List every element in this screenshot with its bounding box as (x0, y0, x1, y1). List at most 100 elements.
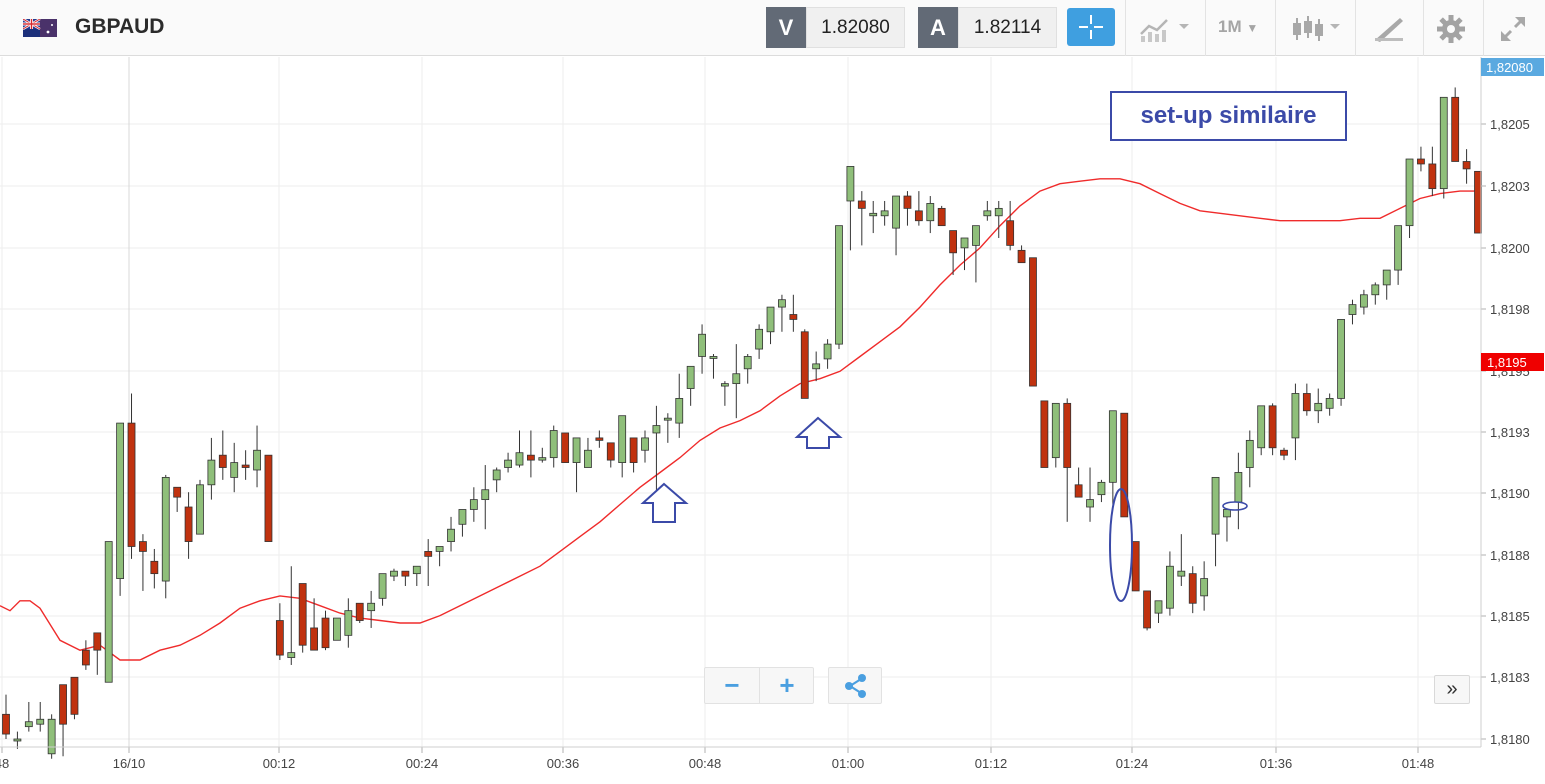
candle (1074, 467, 1083, 498)
candle-body (663, 417, 672, 421)
candle-body (390, 570, 398, 577)
candle-body (949, 230, 958, 254)
candle-body (504, 459, 512, 468)
candle-body (618, 415, 627, 463)
candle-body (1302, 393, 1311, 412)
candle-body (983, 210, 992, 217)
candle (1268, 403, 1277, 456)
zoom-out-button[interactable]: − (724, 670, 740, 700)
candle (298, 583, 307, 653)
zoom-divider (759, 668, 760, 703)
candle-body (1143, 590, 1151, 629)
candle (47, 714, 56, 759)
candle-body (139, 541, 147, 552)
candle-body (1348, 304, 1357, 315)
candle-body (515, 452, 524, 466)
candle (1462, 149, 1471, 184)
candle-body (937, 207, 946, 227)
time-tick-label: 01:48 (1402, 756, 1435, 771)
candle-body (275, 620, 284, 656)
candle-body (13, 738, 22, 742)
candle-body (1086, 499, 1094, 508)
candle-body (355, 602, 364, 621)
candle-body (412, 565, 421, 575)
candle-body (1314, 402, 1323, 412)
candle (253, 425, 261, 488)
candle (36, 701, 45, 732)
candle (1314, 388, 1323, 424)
candle (698, 324, 706, 374)
time-tick-label: 01:36 (1260, 756, 1293, 771)
candle-body (1359, 294, 1368, 308)
up-arrow-annotation (794, 416, 843, 449)
timeframe-selector[interactable]: 1M ▼ (1218, 17, 1259, 36)
drawing-tools-icon[interactable] (1372, 12, 1406, 44)
candle (663, 413, 672, 443)
candle (1143, 590, 1151, 631)
sell-price: 1.82080 (806, 7, 905, 48)
candle-body (1006, 220, 1015, 246)
candle-body (720, 383, 729, 387)
zoom-in-button[interactable]: + (779, 670, 795, 700)
price-tick-label: 1,8188 (1490, 548, 1530, 563)
share-button[interactable] (828, 667, 882, 704)
current-price-label: 1,82080 (1486, 60, 1533, 75)
chart-type-button[interactable] (1290, 12, 1346, 44)
candle (778, 294, 786, 332)
candle-body (1417, 158, 1425, 165)
candle (1428, 146, 1437, 197)
candle-body (481, 489, 490, 501)
candle (755, 324, 764, 359)
gear-icon[interactable] (1435, 13, 1467, 45)
time-axis: 48 16/10 00:12 00:24 00:36 00:48 01:00 01:12 01:… (0, 746, 1481, 771)
candle-body (1177, 570, 1186, 577)
candle-body (492, 469, 501, 481)
candle-body (1040, 400, 1049, 468)
candle-body (755, 328, 764, 350)
candle (1337, 319, 1345, 406)
candle (549, 425, 558, 468)
price-tick-label: 1,8198 (1490, 302, 1530, 317)
candle-body (1405, 158, 1414, 227)
time-tick-label: 01:00 (832, 756, 865, 771)
candle (333, 617, 341, 641)
candle-body (698, 333, 706, 357)
crosshair-button[interactable] (1067, 8, 1115, 46)
candle (458, 509, 467, 537)
candle-body (1017, 249, 1026, 264)
candle-body (1257, 405, 1266, 449)
candle-body (1245, 439, 1254, 468)
candle (949, 230, 958, 276)
candle (914, 191, 923, 226)
candle (1200, 561, 1209, 611)
annotation-marks (640, 416, 1248, 602)
candle (173, 486, 182, 512)
candle (869, 200, 878, 234)
scroll-to-latest-button[interactable]: » (1434, 675, 1470, 704)
candle (926, 196, 935, 234)
candle (196, 479, 204, 535)
candle (983, 200, 992, 221)
candle (344, 598, 353, 648)
candle-body (1063, 402, 1072, 468)
candle (538, 447, 547, 463)
candle (70, 676, 79, 720)
candle-body (595, 437, 604, 441)
candle (515, 430, 524, 468)
candle-body (823, 343, 832, 360)
gbp-aud-flag-icon (23, 19, 57, 37)
candle (104, 541, 113, 683)
candle-body (903, 195, 912, 209)
price-chart[interactable]: 1,8205 1,8203 1,8200 1,8198 1,8195 1,8193 1,81… (0, 57, 1545, 784)
candle (1382, 269, 1391, 300)
time-tick-label: 00:12 (263, 756, 296, 771)
toolbar-divider (1355, 0, 1356, 56)
fullscreen-icon[interactable] (1498, 14, 1528, 44)
share-icon (845, 674, 866, 698)
candle-body (378, 573, 387, 599)
candle (641, 430, 649, 463)
indicators-button[interactable] (1137, 12, 1195, 44)
toolbar-divider (1125, 0, 1126, 56)
candle-body (572, 437, 581, 463)
up-arrow-annotation (640, 482, 689, 523)
